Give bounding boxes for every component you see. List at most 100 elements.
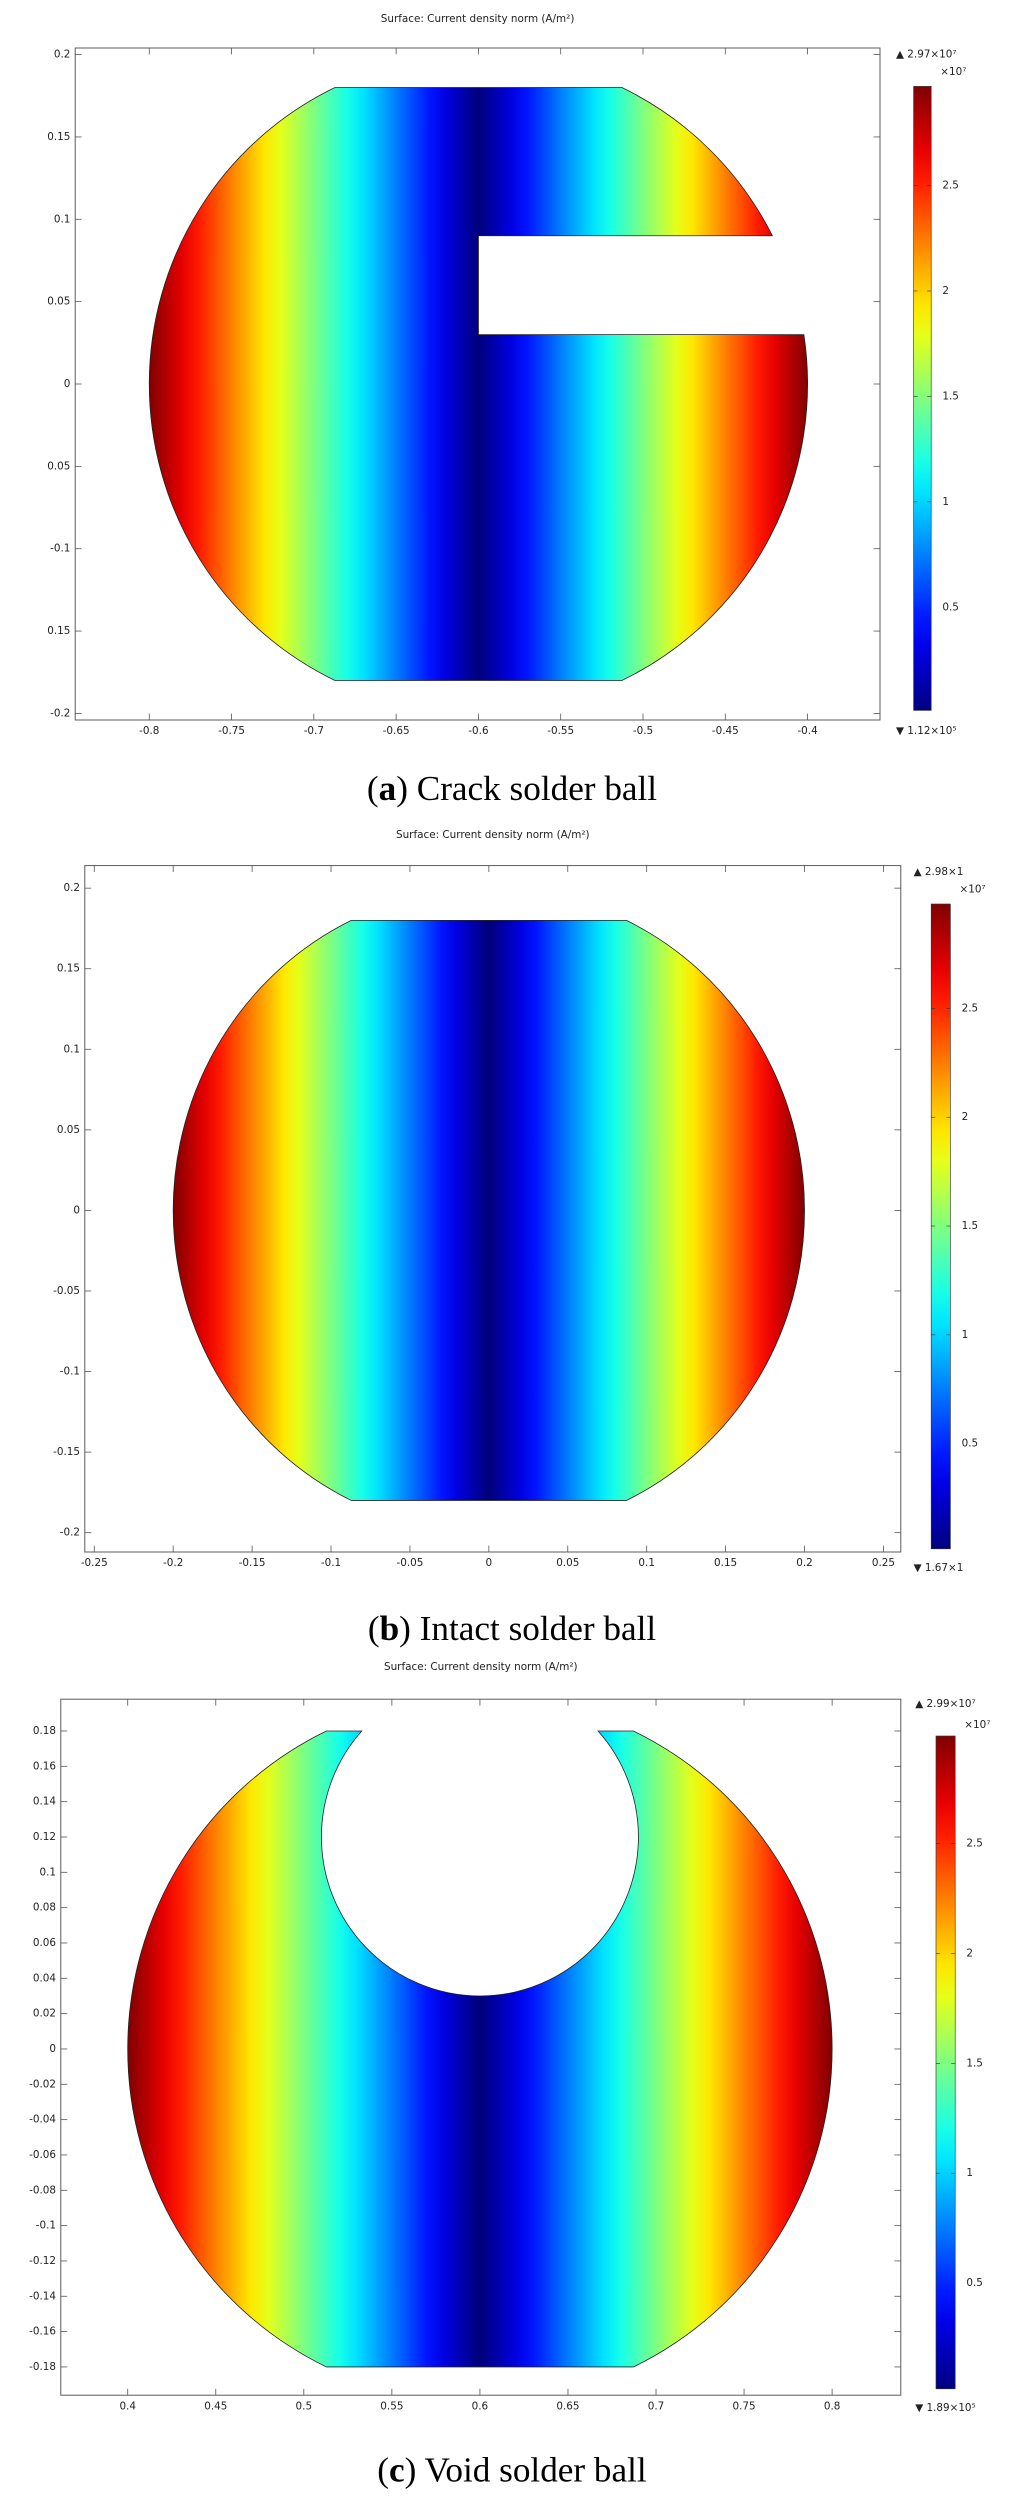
colorbar-tick-label: 1 [942, 496, 949, 508]
y-tick-label: -0.14 [29, 2290, 56, 2302]
y-tick-label: 0.15 [47, 131, 70, 143]
x-tick-label: -0.25 [81, 1557, 108, 1569]
y-tick-label: -0.04 [29, 2114, 56, 2126]
y-tick-label: -0.16 [29, 2326, 56, 2338]
colorbar-tick-label: 1 [966, 2167, 973, 2179]
colorbar-tick-label: 1.5 [942, 390, 959, 402]
surface [172, 919, 805, 1501]
axes-frame [60, 1698, 902, 2396]
x-tick-label: 0 [486, 1557, 493, 1569]
caption-part: a [379, 769, 397, 808]
caption-part: b [380, 1609, 400, 1648]
caption: (b) Intact solder ball [368, 1609, 656, 1648]
x-tick-label: -0.65 [383, 725, 410, 737]
colorbar-min-label: ▼ 1.89×10⁵ [915, 2402, 976, 2414]
x-tick-label: -0.8 [139, 725, 159, 737]
x-tick-label: 0.75 [733, 2400, 756, 2412]
y-tick-label: 0.2 [63, 882, 80, 894]
y-tick-label: -0.05 [53, 1285, 80, 1297]
y-tick-label: 0.15 [47, 625, 70, 637]
x-tick-label: 0.55 [380, 2400, 403, 2412]
x-tick-label: 0.2 [796, 1557, 813, 1569]
colorbar [913, 86, 932, 711]
caption-part: ( [367, 769, 379, 808]
x-tick-label: -0.45 [712, 725, 739, 737]
y-tick-label: -0.2 [60, 1527, 80, 1539]
x-tick-label: -0.7 [304, 725, 324, 737]
y-tick-label: -0.2 [50, 707, 70, 719]
colorbar-multiplier: ×10⁷ [960, 884, 986, 896]
colorbar [935, 1735, 956, 2390]
x-tick-label: -0.15 [239, 1557, 266, 1569]
x-tick-label: 0.4 [119, 2400, 136, 2412]
y-tick-label: -0.1 [60, 1366, 80, 1378]
x-tick-label: -0.75 [218, 725, 245, 737]
colorbar-min-label: ▼ 1.12×10⁵ [896, 725, 957, 737]
y-tick-label: 0.08 [33, 1902, 56, 1914]
y-tick-label: 0.05 [47, 460, 70, 472]
x-tick-label: 0.6 [472, 2400, 489, 2412]
y-tick-label: 0.12 [33, 1831, 56, 1843]
x-tick-label: -0.1 [321, 1557, 341, 1569]
colorbar-tick-label: 1.5 [962, 1220, 979, 1232]
y-tick-label: 0.16 [33, 1760, 56, 1772]
plot-title: Surface: Current density norm (A/m²) [396, 829, 590, 841]
colorbar-tick-label: 2 [942, 285, 949, 297]
colorbar-tick-label: 1 [962, 1329, 969, 1341]
x-tick-label: 0.7 [648, 2400, 665, 2412]
y-tick-label: 0.1 [39, 1866, 56, 1878]
colorbar-tick-label: 2.5 [962, 1002, 979, 1014]
y-tick-label: 0.05 [47, 296, 70, 308]
y-tick-label: 0 [64, 378, 71, 390]
plot-title: Surface: Current density norm (A/m²) [381, 13, 575, 25]
x-tick-label: 0.8 [824, 2400, 841, 2412]
colorbar-tick-label: 2.5 [942, 180, 959, 192]
y-tick-label: -0.12 [29, 2255, 56, 2267]
y-tick-label: 0 [49, 2043, 56, 2055]
colorbar-multiplier: ×10⁷ [964, 1719, 990, 1731]
x-tick-label: -0.4 [797, 725, 818, 737]
y-tick-label: -0.08 [29, 2184, 56, 2196]
x-tick-label: -0.6 [468, 725, 488, 737]
x-tick-label: 0.5 [296, 2400, 313, 2412]
colorbar-tick-label: 0.5 [962, 1438, 979, 1450]
y-tick-label: -0.02 [29, 2078, 56, 2090]
y-tick-label: 0.05 [57, 1124, 80, 1136]
colorbar-tick-label: 2 [962, 1111, 969, 1123]
plot-title: Surface: Current density norm (A/m²) [384, 1661, 578, 1673]
colorbar-tick-label: 2 [966, 1948, 973, 1960]
surface [127, 1730, 833, 2368]
x-tick-label: 0.1 [638, 1557, 655, 1569]
colorbar [930, 903, 951, 1550]
y-tick-label: 0.1 [54, 213, 71, 225]
colorbar-max-label: ▲ 2.97×10⁷ [896, 48, 957, 60]
y-tick-label: -0.1 [36, 2220, 56, 2232]
y-tick-label: 0.02 [33, 2008, 56, 2020]
caption: (a) Crack solder ball [367, 769, 657, 808]
y-tick-label: 0.1 [63, 1043, 80, 1055]
axes-frame [84, 865, 902, 1553]
y-tick-label: 0.06 [33, 1937, 56, 1949]
y-tick-label: 0.18 [33, 1725, 56, 1737]
y-tick-label: 0.2 [54, 49, 71, 61]
caption: (c) Void solder ball [377, 2451, 647, 2490]
y-tick-label: 0.14 [33, 1796, 57, 1808]
colorbar-max-label: ▲ 2.99×10⁷ [915, 1698, 976, 1710]
x-tick-label: -0.05 [396, 1557, 423, 1569]
x-tick-label: 0.25 [872, 1557, 895, 1569]
x-tick-label: 0.05 [556, 1557, 579, 1569]
caption-part: c [389, 2451, 405, 2490]
caption-part: ( [377, 2451, 389, 2490]
caption-part: ( [368, 1609, 380, 1648]
caption-part: ) Void solder ball [405, 2451, 647, 2490]
colorbar-min-label: ▼ 1.67×1 [914, 1562, 964, 1574]
x-tick-label: -0.2 [163, 1557, 183, 1569]
colorbar-tick-label: 0.5 [942, 601, 959, 613]
x-tick-label: 0.65 [556, 2400, 579, 2412]
y-tick-label: 0 [73, 1204, 80, 1216]
y-tick-label: -0.18 [29, 2361, 56, 2373]
y-tick-label: 0.15 [57, 963, 80, 975]
caption-part: ) Crack solder ball [396, 769, 657, 808]
colorbar-multiplier: ×10⁷ [940, 66, 966, 78]
